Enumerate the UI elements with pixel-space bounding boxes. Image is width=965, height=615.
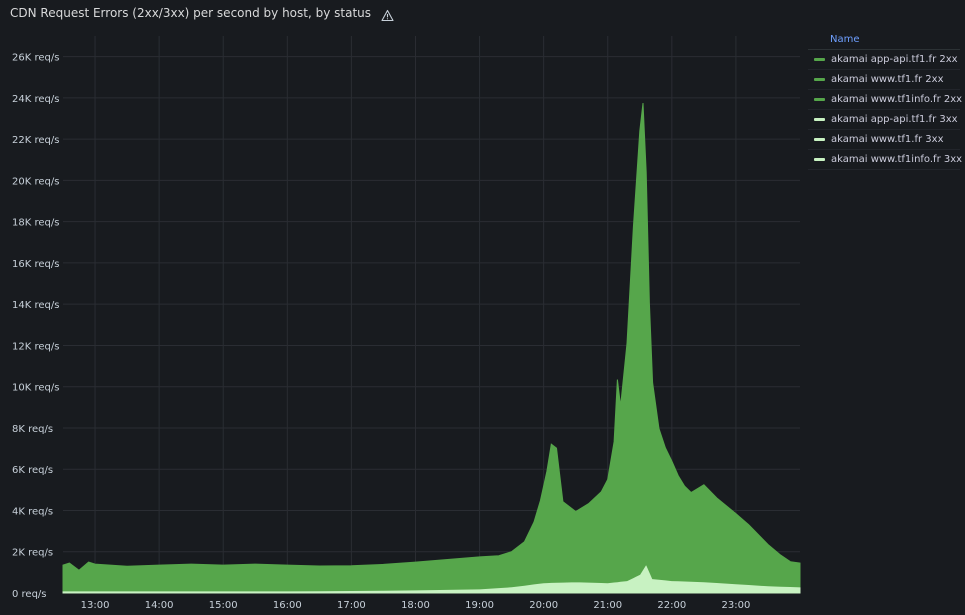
panel-title: CDN Request Errors (2xx/3xx) per second … [10,6,372,20]
warning-triangle-icon[interactable] [381,7,394,21]
legend-swatch [814,138,825,141]
legend-swatch [814,58,825,61]
x-tick-label: 15:00 [209,600,238,611]
y-tick-label: 0 req/s [12,589,47,600]
x-tick-label: 19:00 [465,600,494,611]
x-tick-label: 22:00 [657,600,686,611]
y-tick-label: 10K req/s [12,383,59,394]
legend: Name akamai app-api.tf1.fr 2xx akamai www… [808,32,963,170]
y-tick-label: 6K req/s [12,465,53,476]
legend-swatch [814,158,825,161]
x-tick-label: 13:00 [81,600,110,611]
series-areas [62,102,801,594]
y-tick-label: 14K req/s [12,300,59,311]
y-tick-label: 24K req/s [12,94,59,105]
x-tick-label: 17:00 [337,600,366,611]
legend-item[interactable]: akamai app-api.tf1.fr 2xx [808,50,960,70]
legend-swatch [814,98,825,101]
legend-swatch [814,118,825,121]
x-tick-label: 14:00 [145,600,174,611]
legend-item-label: akamai www.tf1info.fr 3xx [831,154,963,165]
grid-lines [63,36,800,594]
x-tick-label: 20:00 [529,600,558,611]
y-tick-label: 8K req/s [12,424,53,435]
y-tick-label: 22K req/s [12,135,59,146]
legend-item[interactable]: akamai www.tf1.fr 3xx [808,130,960,150]
legend-item-label: akamai www.tf1info.fr 2xx [831,94,963,105]
y-axis: 0 req/s 2K req/s 4K req/s 6K req/s 8K req/s 1… [12,53,59,600]
legend-item-label: akamai app-api.tf1.fr 2xx [831,54,958,65]
legend-header[interactable]: Name [808,32,960,50]
y-tick-label: 2K req/s [12,548,53,559]
y-tick-label: 12K req/s [12,341,59,352]
legend-item-label: akamai www.tf1.fr 3xx [831,134,944,145]
y-tick-label: 18K req/s [12,218,59,229]
x-tick-label: 21:00 [593,600,622,611]
legend-item[interactable]: akamai www.tf1info.fr 2xx [808,90,963,110]
y-tick-label: 26K req/s [12,53,59,64]
legend-item-label: akamai app-api.tf1.fr 3xx [831,114,958,125]
x-tick-label: 18:00 [401,600,430,611]
x-tick-label: 23:00 [721,600,750,611]
legend-swatch [814,78,825,81]
series-area[interactable] [62,102,801,592]
y-tick-label: 20K req/s [12,176,59,187]
y-tick-label: 16K req/s [12,259,59,270]
x-axis: 13:00 14:00 15:00 16:00 17:00 18:00 19:00 20:00… [81,600,751,611]
y-tick-label: 4K req/s [12,506,53,517]
legend-item[interactable]: akamai www.tf1info.fr 3xx [808,150,963,170]
legend-item[interactable]: akamai www.tf1.fr 2xx [808,70,960,90]
panel-header: CDN Request Errors (2xx/3xx) per second … [0,0,965,26]
legend-item[interactable]: akamai app-api.tf1.fr 3xx [808,110,960,130]
x-tick-label: 16:00 [273,600,302,611]
legend-item-label: akamai www.tf1.fr 2xx [831,74,944,85]
